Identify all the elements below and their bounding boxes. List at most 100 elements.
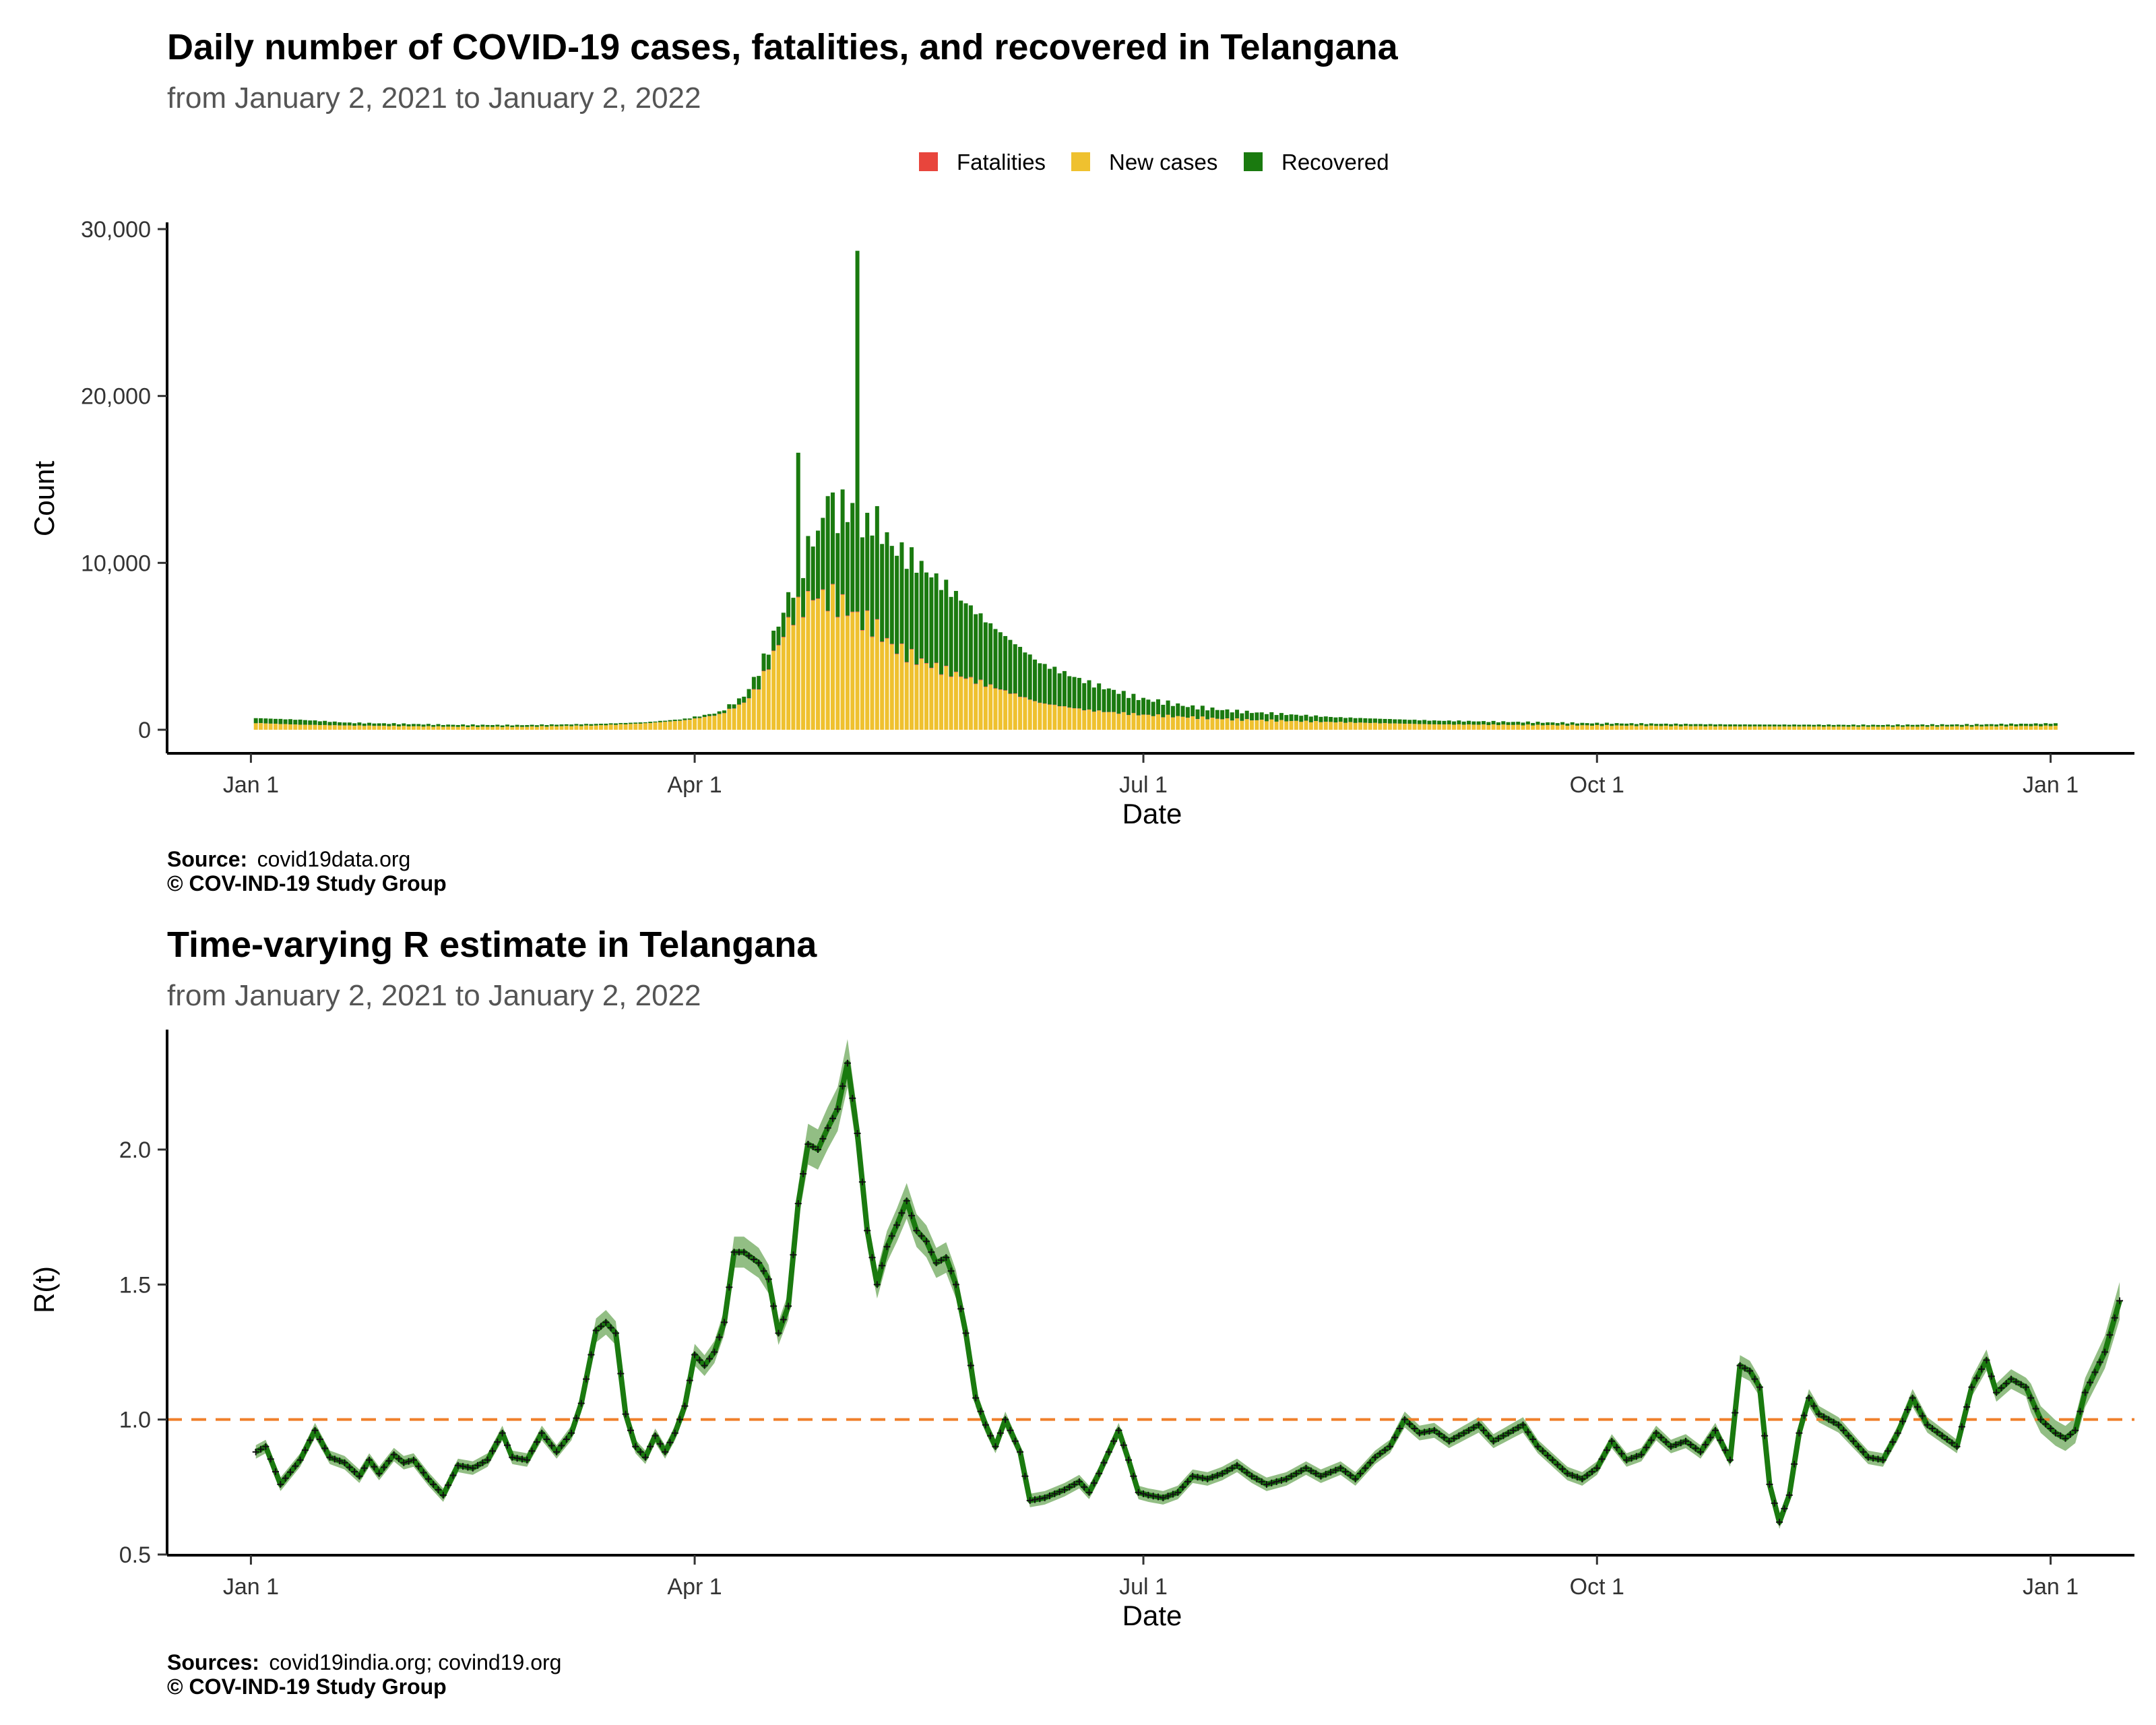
bar-new-cases — [495, 726, 499, 730]
bar-new-cases — [1851, 726, 1856, 730]
bar-fatalities — [806, 591, 810, 592]
bar-recovered — [663, 721, 667, 722]
bar-recovered — [1664, 724, 1668, 726]
chart1-caption-source: Source: covid19data.org — [167, 847, 410, 871]
bar-new-cases — [1787, 726, 1792, 730]
bar-recovered — [712, 714, 716, 716]
bar-recovered — [1620, 724, 1624, 726]
bar-new-cases — [1960, 727, 1964, 730]
chart2-y-tick-label: 1.5 — [119, 1272, 151, 1298]
bar-recovered — [1398, 720, 1402, 724]
bar-new-cases — [752, 689, 756, 730]
bar-new-cases — [1763, 726, 1767, 730]
bar-recovered — [1649, 724, 1653, 726]
bar-recovered — [1984, 724, 1988, 726]
bar-new-cases — [1151, 716, 1155, 730]
bar-new-cases — [1797, 726, 1801, 730]
bar-recovered — [1684, 724, 1688, 726]
bar-new-cases — [1432, 724, 1436, 730]
bar-new-cases — [747, 699, 751, 730]
bar-new-cases — [480, 726, 484, 730]
chart1-x-tick-label: Jul 1 — [1119, 772, 1168, 798]
bar-recovered — [949, 597, 953, 677]
bar-new-cases — [515, 727, 519, 730]
chart2-x-tick-label: Jan 1 — [2023, 1574, 2079, 1600]
bar-recovered — [1669, 724, 1673, 726]
bar-recovered — [480, 724, 484, 726]
bar-recovered — [431, 725, 435, 727]
bar-recovered — [259, 718, 263, 723]
bar-recovered — [550, 724, 554, 726]
bar-new-cases — [1827, 726, 1831, 730]
bar-recovered — [584, 724, 588, 725]
bar-new-cases — [856, 612, 860, 730]
bar-recovered — [416, 724, 420, 726]
bar-recovered — [1368, 718, 1372, 723]
legend-swatch-fatalities — [919, 152, 938, 171]
bar-recovered — [348, 722, 352, 725]
bar-recovered — [1354, 718, 1358, 723]
bar-recovered — [850, 503, 854, 611]
bar-recovered — [737, 698, 741, 704]
bar-recovered — [727, 704, 731, 709]
bar-new-cases — [1507, 725, 1511, 730]
bar-recovered — [599, 724, 603, 725]
chart1-y-axis-title: Count — [28, 461, 60, 536]
chart2-y-tick-label: 0.5 — [119, 1542, 151, 1568]
bar-recovered — [1477, 722, 1481, 725]
bar-recovered — [624, 723, 628, 724]
bar-new-cases — [1319, 722, 1323, 730]
bar-new-cases — [303, 725, 307, 730]
bar-recovered — [1728, 724, 1732, 726]
bar-new-cases — [1294, 721, 1298, 730]
bar-recovered — [278, 719, 282, 724]
bar-recovered — [1269, 712, 1273, 720]
bar-recovered — [367, 723, 371, 726]
bar-new-cases — [979, 680, 983, 730]
chart1-y-tick-label: 10,000 — [81, 551, 151, 576]
bar-recovered — [486, 725, 490, 727]
bar-recovered — [732, 704, 736, 708]
bar-new-cases — [757, 690, 761, 730]
bar-new-cases — [451, 726, 455, 730]
bar-recovered — [1654, 724, 1658, 726]
bar-recovered — [1822, 725, 1826, 727]
bar-recovered — [1575, 724, 1579, 726]
bar-recovered — [1063, 671, 1067, 706]
bar-new-cases — [1767, 726, 1771, 730]
bar-new-cases — [308, 725, 312, 730]
bar-recovered — [742, 697, 746, 703]
bar-recovered — [1275, 715, 1279, 722]
bar-recovered — [1077, 678, 1081, 708]
chart1-subtitle: from January 2, 2021 to January 2, 2022 — [167, 82, 701, 115]
bar-new-cases — [969, 677, 973, 730]
bar-new-cases — [1861, 726, 1865, 730]
bar-new-cases — [540, 726, 544, 730]
bar-new-cases — [559, 726, 563, 730]
bar-recovered — [1960, 725, 1964, 727]
bar-new-cases — [1452, 725, 1456, 730]
bar-recovered — [1131, 694, 1135, 714]
bar-recovered — [1181, 706, 1185, 717]
bar-new-cases — [426, 726, 431, 730]
bar-new-cases — [707, 716, 711, 730]
bar-recovered — [1092, 687, 1096, 712]
bar-new-cases — [1807, 726, 1811, 730]
bar-new-cases — [2004, 726, 2008, 730]
bar-recovered — [505, 724, 509, 726]
bar-recovered — [1550, 722, 1554, 725]
bar-recovered — [786, 592, 790, 617]
bar-new-cases — [1102, 712, 1106, 730]
bar-new-cases — [1304, 721, 1308, 730]
bar-new-cases — [397, 726, 401, 730]
bar-recovered — [2049, 724, 2053, 726]
bar-new-cases — [920, 659, 924, 730]
bar-new-cases — [1471, 725, 1476, 730]
bar-new-cases — [1624, 726, 1628, 730]
bar-recovered — [1635, 724, 1639, 726]
bar-recovered — [579, 724, 583, 726]
bar-new-cases — [431, 727, 435, 730]
bar-recovered — [1442, 721, 1446, 724]
bar-recovered — [693, 716, 697, 718]
bar-new-cases — [1092, 712, 1096, 730]
